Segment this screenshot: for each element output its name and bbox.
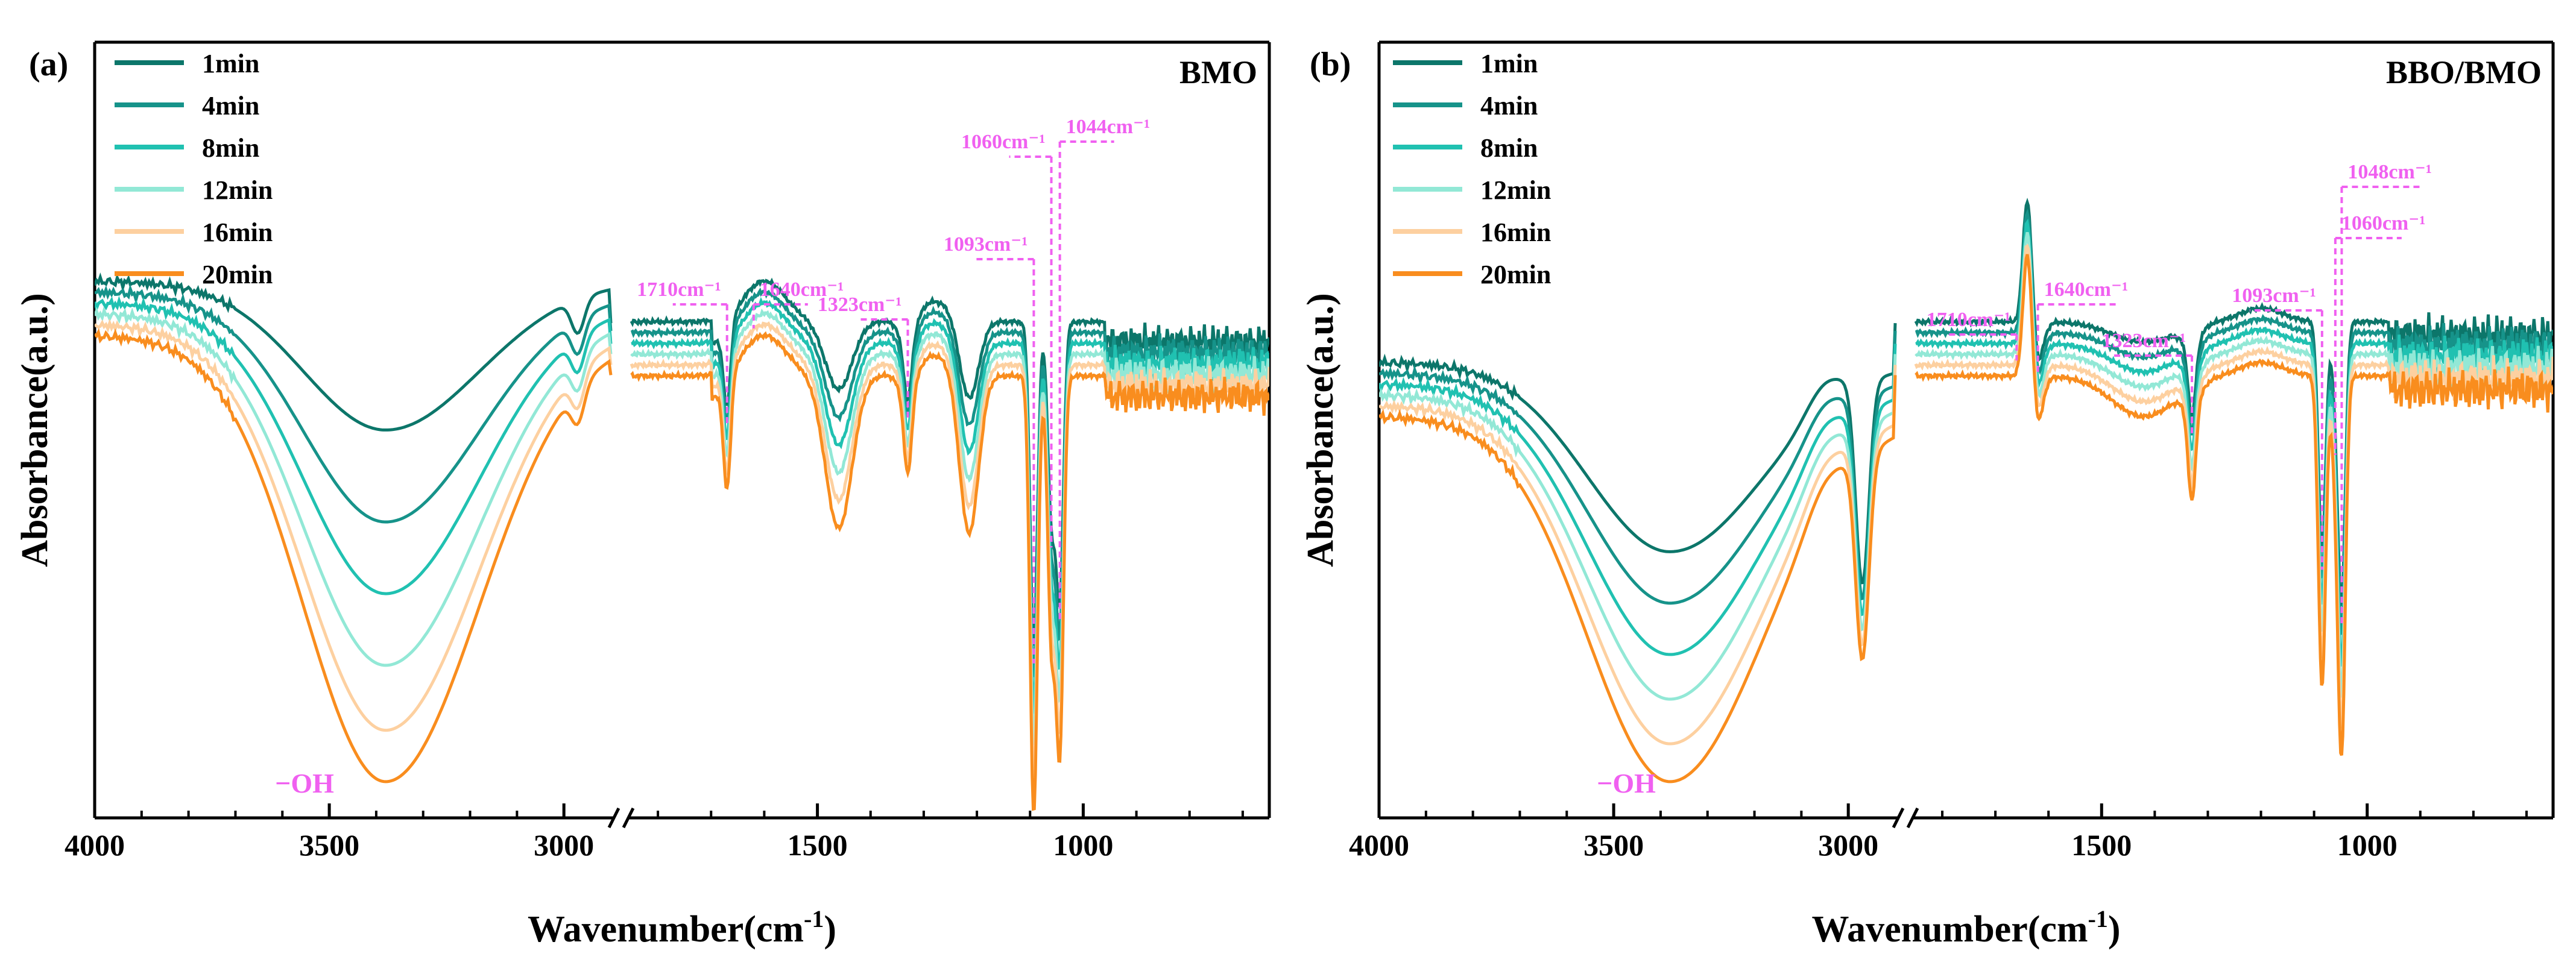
panel-label: (a) — [29, 46, 68, 83]
series-line-4min-high — [95, 283, 613, 524]
legend-label: 20min — [1480, 260, 1551, 289]
x-axis-label: Wavenumber(cm-1) — [528, 905, 836, 950]
series-line-1min-low — [1914, 197, 2553, 606]
series-group — [1379, 197, 2553, 784]
series-line-12min-high — [1379, 354, 1897, 701]
series-line-20min-low — [630, 331, 1269, 811]
series-line-8min-high — [1379, 344, 1897, 656]
peak-label: 1710cm⁻¹ — [1927, 309, 2011, 331]
legend-label: 1min — [1480, 49, 1538, 78]
legend-label: 16min — [202, 218, 273, 247]
oh-annotation: −OH — [1597, 768, 1656, 799]
peak-label: 1093cm⁻¹ — [2232, 284, 2316, 307]
axis-break-mark — [1892, 807, 1905, 829]
axis-break-mark — [607, 807, 620, 829]
legend-label: 12min — [202, 175, 273, 205]
y-axis-label: Absorbance(a.u.) — [1300, 293, 1341, 567]
series-line-4min-low — [1915, 208, 2553, 635]
x-tick-label: 4000 — [1349, 828, 1409, 862]
legend-label: 8min — [1480, 133, 1538, 163]
legend-label: 16min — [1480, 218, 1551, 247]
series-line-20min-high — [95, 328, 613, 784]
peak-label: 1323cm⁻¹ — [2101, 330, 2186, 352]
x-tick-label: 1000 — [1053, 828, 1113, 862]
legend-label: 8min — [202, 133, 259, 163]
x-axis-label: Wavenumber(cm-1) — [1811, 905, 2120, 950]
x-tick-label: 4000 — [65, 828, 125, 862]
axis-break-mark — [1906, 807, 1919, 829]
legend-label: 4min — [202, 91, 259, 121]
peak-label: 1060cm⁻¹ — [961, 131, 1046, 153]
x-tick-label: 1500 — [788, 828, 848, 862]
panel-b: 4000 3500 3000 1500 1000 Wavenumber(cm-1) Abso… — [1300, 40, 2555, 950]
x-tick-label: 1500 — [2071, 828, 2132, 862]
peak-label: 1710cm⁻¹ — [637, 278, 721, 301]
series-line-1min-low — [630, 277, 1269, 648]
y-axis-label: Absorbance(a.u.) — [14, 293, 55, 567]
legend-label: 20min — [202, 260, 273, 289]
series-line-20min-low — [1915, 254, 2553, 756]
chart-title: BBO/BMO — [2386, 54, 2542, 90]
series-line-20min-high — [1379, 375, 1897, 784]
x-tick-label: 1000 — [2337, 828, 2398, 862]
peak-label: 1048cm⁻¹ — [2347, 161, 2432, 183]
axis-break-mark — [622, 807, 635, 829]
series-line-1min-high — [1379, 323, 1897, 585]
legend-label: 12min — [1480, 175, 1551, 205]
x-tick-label: 3500 — [1583, 828, 1644, 862]
legend-label: 1min — [202, 49, 259, 78]
peak-label: 1640cm⁻¹ — [2044, 278, 2129, 301]
series-line-16min-low — [630, 321, 1269, 778]
legend-label: 4min — [1480, 91, 1538, 121]
panel-a: 4000 3500 3000 1500 1000 Wavenumber(cm-1) Abso… — [14, 40, 1271, 950]
peak-label: 1044cm⁻¹ — [1066, 116, 1151, 138]
oh-annotation: −OH — [275, 768, 334, 799]
series-line-16min-high — [95, 318, 613, 732]
peak-label: 1640cm⁻¹ — [760, 278, 844, 301]
series-group — [95, 272, 1269, 811]
series-line-12min-high — [95, 306, 613, 667]
x-tick-label: 3500 — [299, 828, 359, 862]
series-line-1min-high — [95, 272, 613, 432]
series-line-4min-high — [1379, 330, 1897, 605]
series-line-8min-high — [95, 295, 613, 595]
peak-label: 1323cm⁻¹ — [818, 294, 902, 316]
x-tick-label: 3000 — [534, 828, 594, 862]
chart-title: BMO — [1179, 54, 1257, 90]
peak-label: 1093cm⁻¹ — [944, 233, 1028, 256]
series-line-16min-high — [1379, 365, 1897, 746]
panel-label: (b) — [1310, 46, 1351, 83]
peak-label: 1060cm⁻¹ — [2341, 212, 2426, 234]
series-line-12min-low — [630, 308, 1269, 746]
x-tick-label: 3000 — [1818, 828, 1878, 862]
